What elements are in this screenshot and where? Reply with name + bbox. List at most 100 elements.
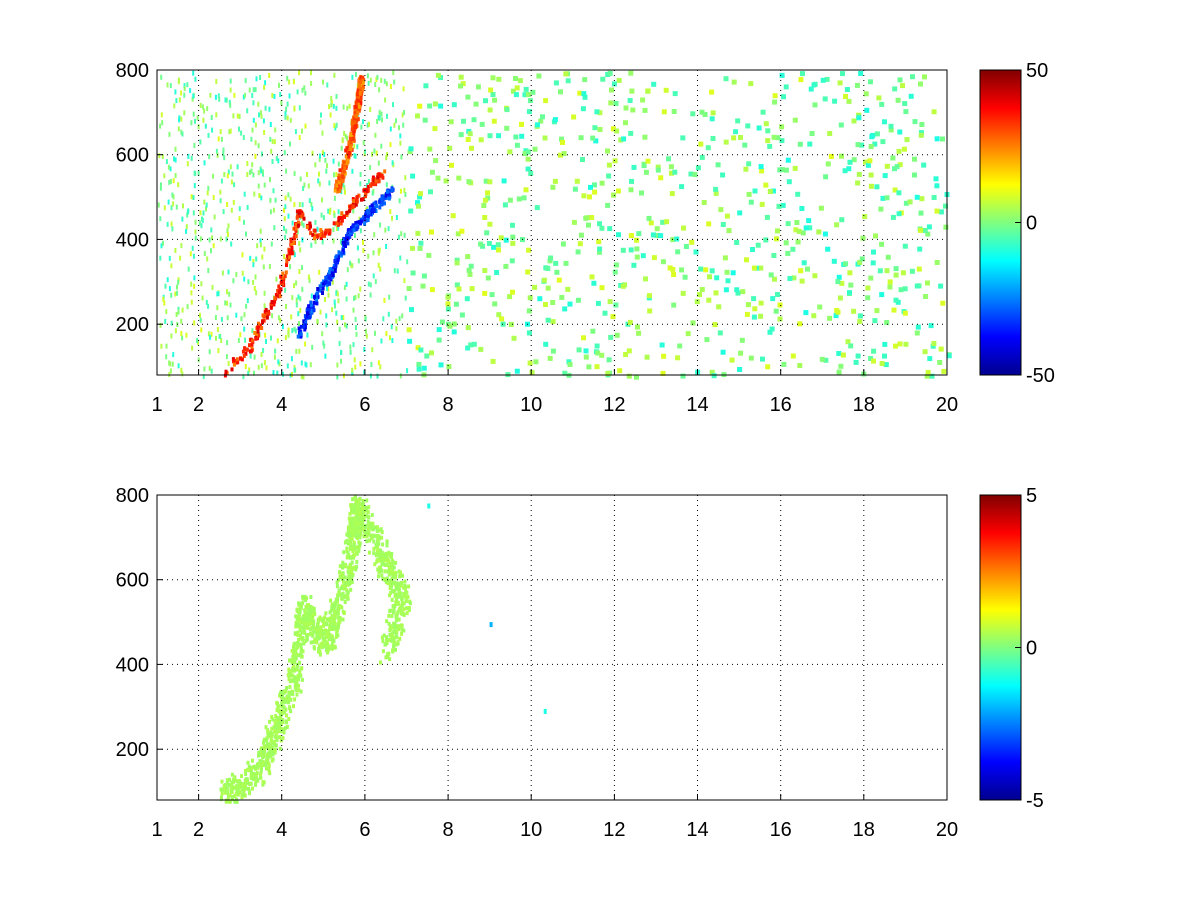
- heatmap-cell: [627, 98, 633, 103]
- heatmap-cell: [720, 349, 726, 355]
- heatmap-cell: [301, 128, 303, 134]
- heatmap-cell: [550, 348, 556, 354]
- heatmap-cell: [933, 176, 939, 182]
- heatmap-cell: [406, 286, 412, 291]
- heatmap-cell: [792, 165, 798, 171]
- heatmap-cell: [163, 173, 166, 179]
- heatmap-cell: [243, 326, 246, 332]
- x-tick-label: 1: [151, 819, 162, 841]
- heatmap-cell: [406, 327, 412, 333]
- heatmap-cell: [235, 799, 239, 804]
- heatmap-cell: [922, 349, 928, 355]
- x-tick-label: 10: [520, 819, 542, 841]
- heatmap-cell: [282, 727, 286, 732]
- heatmap-cell: [180, 330, 183, 336]
- heatmap-cell: [295, 667, 299, 672]
- heatmap-cell: [194, 229, 197, 235]
- heatmap-cell: [327, 630, 331, 635]
- heatmap-cell: [723, 287, 729, 293]
- heatmap-cell: [309, 362, 312, 368]
- heatmap-cell: [720, 222, 726, 227]
- heatmap-cell: [360, 516, 364, 521]
- heatmap-cell: [294, 234, 298, 239]
- heatmap-cell: [934, 183, 940, 189]
- heatmap-cell: [328, 104, 331, 110]
- heatmap-cell: [301, 594, 305, 599]
- heatmap-cell: [839, 280, 845, 286]
- heatmap-cell: [169, 83, 172, 89]
- heatmap-cell: [408, 601, 412, 606]
- heatmap-cell: [346, 236, 350, 241]
- heatmap-cell: [208, 237, 211, 243]
- heatmap-cell: [360, 526, 364, 531]
- heatmap-cell: [378, 199, 382, 204]
- heatmap-cell: [290, 356, 293, 362]
- heatmap-cell: [450, 213, 456, 219]
- heatmap-cell: [268, 106, 271, 112]
- heatmap-cell: [260, 762, 264, 767]
- heatmap-cell: [265, 753, 269, 757]
- heatmap-cell: [282, 730, 286, 735]
- heatmap-cell: [731, 135, 737, 141]
- heatmap-cell: [613, 101, 619, 106]
- heatmap-cell: [725, 278, 731, 284]
- heatmap-cell: [336, 291, 339, 297]
- heatmap-cell: [239, 783, 243, 788]
- heatmap-cell: [851, 308, 857, 314]
- heatmap-cell: [248, 791, 251, 796]
- heatmap-cell: [495, 242, 501, 248]
- heatmap-cell: [336, 374, 339, 380]
- heatmap-cell: [375, 150, 378, 156]
- heatmap-cell: [268, 730, 272, 735]
- heatmap-cell: [282, 710, 286, 715]
- heatmap-cell: [325, 282, 329, 287]
- heatmap-cell: [192, 111, 195, 117]
- heatmap-cell: [346, 532, 350, 537]
- heatmap-cell: [362, 239, 364, 245]
- heatmap-cell: [306, 606, 310, 611]
- heatmap-cell: [596, 239, 602, 245]
- heatmap-cell: [607, 299, 613, 305]
- heatmap-cell: [398, 574, 401, 579]
- y-tick-label: 600: [116, 145, 149, 167]
- heatmap-cell: [227, 269, 230, 275]
- heatmap-cell: [793, 227, 799, 233]
- heatmap-cell: [597, 127, 603, 132]
- heatmap-cell: [210, 115, 213, 120]
- heatmap-cell: [305, 596, 308, 601]
- heatmap-cell: [323, 343, 326, 349]
- heatmap-cell: [381, 117, 383, 123]
- heatmap-cell: [380, 338, 383, 344]
- heatmap-cell: [212, 243, 215, 249]
- heatmap-cell: [540, 114, 545, 120]
- heatmap-cell: [169, 166, 172, 172]
- heatmap-cell: [247, 786, 251, 791]
- heatmap-cell: [244, 779, 248, 784]
- heatmap-cell: [330, 624, 334, 629]
- heatmap-cell: [582, 77, 588, 83]
- heatmap-cell: [231, 171, 234, 177]
- heatmap-cell: [811, 313, 817, 319]
- heatmap-cell: [380, 635, 384, 640]
- heatmap-cell: [260, 746, 264, 751]
- heatmap-cell: [295, 302, 298, 308]
- heatmap-cell: [225, 97, 228, 103]
- heatmap-cell: [543, 302, 548, 307]
- heatmap-cell: [333, 72, 336, 78]
- heatmap-cell: [373, 562, 377, 567]
- heatmap-cell: [277, 716, 281, 721]
- heatmap-cell: [177, 279, 180, 285]
- heatmap-cell: [164, 283, 167, 289]
- heatmap-cell: [404, 192, 407, 197]
- heatmap-cell: [324, 157, 327, 163]
- heatmap-cell: [851, 118, 857, 124]
- heatmap-cell: [328, 616, 332, 621]
- heatmap-cell: [243, 312, 246, 318]
- heatmap-cell: [331, 605, 334, 610]
- heatmap-cell: [794, 220, 800, 225]
- heatmap-cell: [216, 327, 219, 333]
- heatmap-cell: [839, 217, 845, 223]
- heatmap-cell: [388, 609, 392, 613]
- heatmap-cell: [197, 124, 200, 130]
- heatmap-cell: [690, 111, 696, 117]
